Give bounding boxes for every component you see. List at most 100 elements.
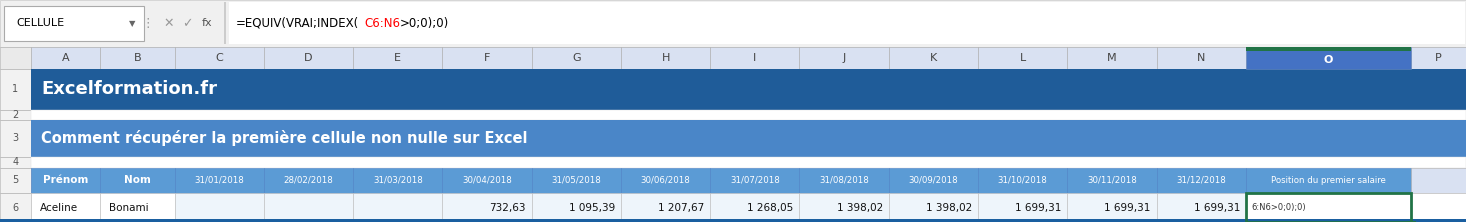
Text: 1: 1 [12, 84, 19, 94]
Text: 2: 2 [12, 110, 19, 120]
Text: D: D [305, 53, 312, 63]
Text: Nom: Nom [123, 175, 151, 185]
Bar [31, 47, 100, 69]
Bar [0, 219, 1466, 222]
Bar [31, 69, 1466, 110]
Text: 31/10/2018: 31/10/2018 [998, 176, 1048, 185]
Bar [1067, 47, 1157, 69]
Bar [100, 47, 174, 69]
Text: N: N [1196, 53, 1205, 63]
Bar [710, 193, 799, 222]
Bar [799, 193, 888, 222]
Text: ⋮: ⋮ [142, 17, 154, 30]
Bar [622, 168, 710, 193]
Bar [0, 0, 1466, 47]
Bar [0, 157, 31, 168]
Bar [264, 47, 353, 69]
Text: CELLULE: CELLULE [16, 18, 65, 28]
Bar [0, 168, 31, 193]
Bar [1157, 193, 1246, 222]
Bar [799, 47, 888, 69]
Bar [888, 47, 978, 69]
Bar [1246, 168, 1412, 193]
Text: 30/04/2018: 30/04/2018 [462, 176, 512, 185]
Bar [353, 193, 443, 222]
Bar [888, 193, 978, 222]
Text: C6:N6: C6:N6 [364, 17, 400, 30]
Text: 1 398,02: 1 398,02 [927, 202, 972, 213]
Bar [1246, 193, 1412, 222]
Bar [174, 193, 264, 222]
Text: C: C [216, 53, 223, 63]
Bar [978, 168, 1067, 193]
Text: I: I [754, 53, 756, 63]
Bar [1067, 168, 1157, 193]
Text: M: M [1107, 53, 1117, 63]
Text: 30/09/2018: 30/09/2018 [909, 176, 959, 185]
Text: 1 268,05: 1 268,05 [748, 202, 793, 213]
Bar [4, 6, 144, 41]
Bar [443, 168, 532, 193]
Text: Prénom: Prénom [43, 175, 88, 185]
Text: Position du premier salaire: Position du premier salaire [1271, 176, 1385, 185]
Bar [100, 193, 174, 222]
Text: fx: fx [201, 18, 213, 28]
Bar [1407, 221, 1416, 222]
Bar [0, 120, 31, 157]
Text: 1 699,31: 1 699,31 [1104, 202, 1151, 213]
Bar [1067, 193, 1157, 222]
Bar [31, 157, 1466, 168]
Text: 30/11/2018: 30/11/2018 [1086, 176, 1136, 185]
Text: ✕: ✕ [163, 17, 174, 30]
Bar [0, 110, 31, 120]
Text: Aceline: Aceline [40, 202, 78, 213]
Bar [31, 193, 100, 222]
Text: ▼: ▼ [129, 19, 135, 28]
Bar [31, 110, 1466, 120]
Text: L: L [1019, 53, 1026, 63]
Text: =EQUIV(VRAI;INDEX(: =EQUIV(VRAI;INDEX( [236, 17, 359, 30]
Bar [0, 47, 31, 69]
Text: ✓: ✓ [182, 17, 194, 30]
Bar [353, 47, 443, 69]
Bar [532, 47, 622, 69]
Text: >0;0);0): >0;0);0) [400, 17, 449, 30]
Bar [622, 193, 710, 222]
Bar [710, 168, 799, 193]
Text: H: H [661, 53, 670, 63]
Bar [622, 47, 710, 69]
Text: G: G [572, 53, 581, 63]
Text: 1 699,31: 1 699,31 [1014, 202, 1061, 213]
Bar [532, 193, 622, 222]
Text: 4: 4 [12, 157, 19, 167]
Text: 1 699,31: 1 699,31 [1193, 202, 1240, 213]
Text: 6: 6 [12, 202, 19, 213]
Bar [353, 168, 443, 193]
Text: 30/06/2018: 30/06/2018 [641, 176, 690, 185]
Bar [0, 193, 31, 222]
Bar [31, 221, 1412, 222]
Bar [888, 168, 978, 193]
Text: 31/05/2018: 31/05/2018 [551, 176, 601, 185]
Bar [1246, 193, 1412, 222]
Text: J: J [843, 53, 846, 63]
Bar [31, 168, 100, 193]
Bar [224, 2, 226, 44]
Bar [1157, 47, 1246, 69]
Bar [174, 168, 264, 193]
Bar [1412, 47, 1466, 69]
Bar [174, 47, 264, 69]
Text: 31/08/2018: 31/08/2018 [819, 176, 869, 185]
Text: 1 095,39: 1 095,39 [569, 202, 616, 213]
Text: 31/01/2018: 31/01/2018 [195, 176, 245, 185]
Text: F: F [484, 53, 490, 63]
Text: 5: 5 [12, 175, 19, 185]
Bar [710, 47, 799, 69]
Bar [100, 168, 174, 193]
Text: B: B [133, 53, 141, 63]
Text: O: O [1324, 55, 1333, 65]
Text: 6:N6>0;0);0): 6:N6>0;0);0) [1252, 203, 1306, 212]
Bar [1246, 47, 1412, 69]
Text: 31/12/2018: 31/12/2018 [1176, 176, 1226, 185]
Text: 732,63: 732,63 [490, 202, 526, 213]
